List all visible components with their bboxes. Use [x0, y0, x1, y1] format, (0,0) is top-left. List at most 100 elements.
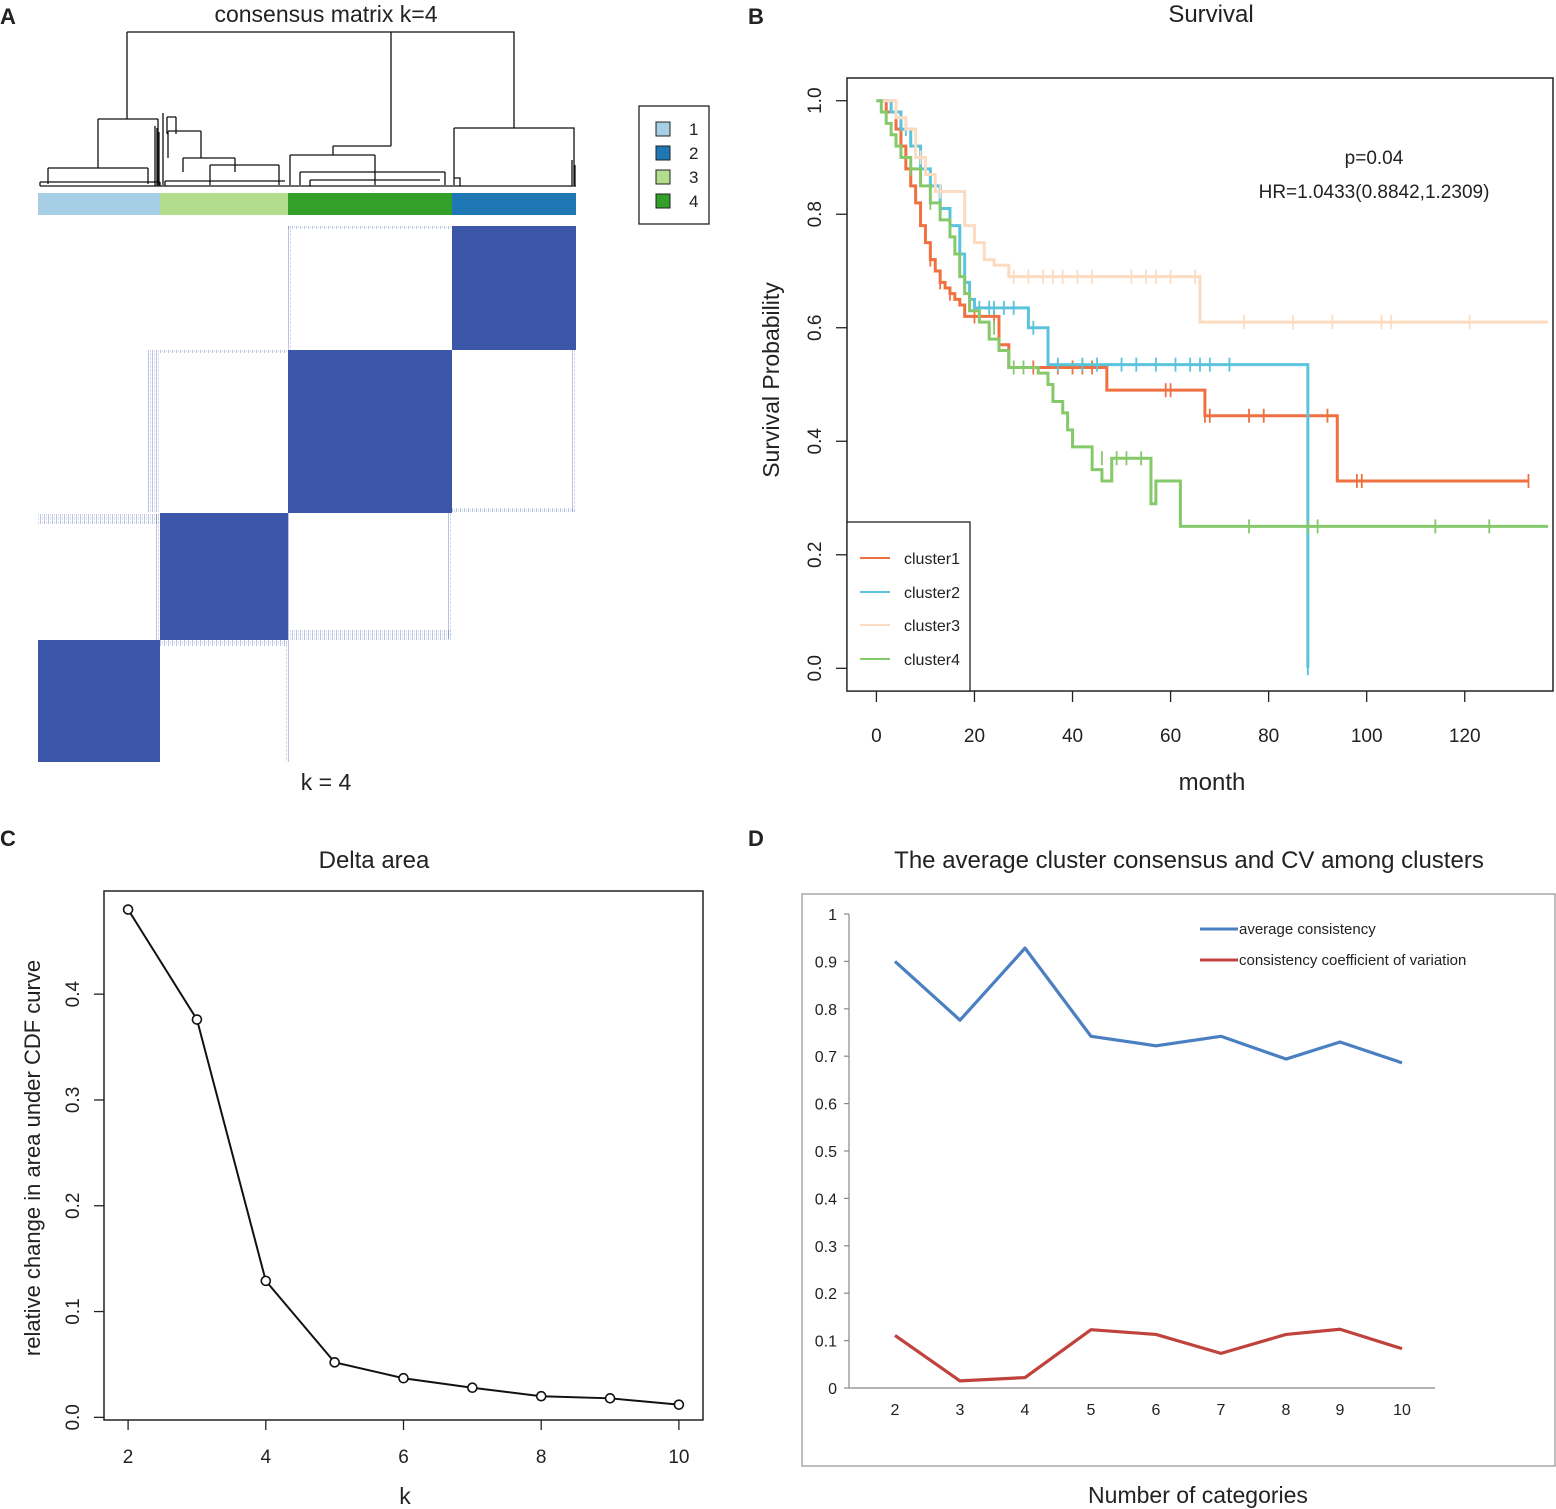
panel-a-legend: 1 2 3 4 — [638, 105, 710, 225]
x-tick-label: 5 — [1087, 1402, 1096, 1419]
x-tick-label: 4 — [1021, 1402, 1030, 1419]
panel-b-ylabel: Survival Probability — [758, 282, 784, 478]
legend-swatch-2 — [655, 145, 671, 161]
panel-d-frame — [801, 893, 1556, 1467]
x-tick-label: 40 — [1062, 726, 1083, 747]
panel-a-title: consensus matrix k=4 — [214, 1, 437, 27]
x-tick-label: 6 — [1152, 1402, 1161, 1419]
x-tick-label: 10 — [1393, 1402, 1411, 1419]
panel-b-axes: 0 20 40 60 80 100 120 0.0 0.2 0.4 0.6 0.8 1.0 — [805, 87, 1481, 747]
y-tick-label: 0 — [828, 1381, 837, 1398]
panel-c-frame — [103, 890, 704, 1421]
panel-d-series — [893, 946, 1403, 1383]
panel-b-series — [876, 99, 1549, 676]
y-tick-label: 0.0 — [63, 1404, 84, 1430]
panel-d: D The average cluster consensus and CV a… — [748, 826, 1556, 1508]
panel-b-title: Survival — [1168, 1, 1253, 28]
y-tick-label: 0.2 — [63, 1193, 84, 1219]
y-tick-label: 0.4 — [63, 981, 84, 1008]
y-tick-label: 0.2 — [805, 542, 826, 568]
y-tick-label: 0.5 — [815, 1144, 837, 1161]
delta-area-point — [191, 1014, 203, 1025]
x-tick-label: 20 — [964, 726, 985, 747]
panel-b-legend: cluster1 cluster2 cluster3 cluster4 — [846, 521, 971, 692]
delta-area-point — [122, 904, 134, 915]
legend-label-cluster4: cluster4 — [904, 652, 960, 669]
x-tick-label: 80 — [1258, 726, 1279, 747]
panel-b-xlabel: month — [1179, 769, 1246, 796]
y-tick-label: 1 — [828, 907, 837, 924]
panel-c: C Delta area 2 4 6 8 10 0.0 0.1 0.2 0.3 0.4 k rel… — [0, 826, 704, 1509]
legend-label-2: 2 — [689, 144, 698, 163]
annotation-cluster-3 — [160, 193, 288, 215]
panel-d-xlabel: Number of categories — [1088, 1482, 1308, 1508]
y-tick-label: 0.4 — [815, 1191, 837, 1208]
panel-c-axes: 2 4 6 8 10 0.0 0.1 0.2 0.3 0.4 — [63, 981, 689, 1468]
y-tick-label: 0.1 — [815, 1334, 837, 1351]
y-tick-label: 0.8 — [805, 201, 826, 227]
panel-b-frame — [846, 77, 1554, 692]
legend-swatch-4 — [655, 193, 671, 209]
panel-b-pvalue: p=0.04 — [1345, 148, 1404, 169]
y-tick-label: 0.8 — [815, 1002, 837, 1019]
legend-label-average: average consistency — [1239, 921, 1376, 938]
panel-c-series — [122, 904, 685, 1410]
panel-b-hr: HR=1.0433(0.8842,1.2309) — [1259, 182, 1490, 203]
panel-c-xlabel: k — [399, 1483, 411, 1509]
delta-area-point — [398, 1372, 409, 1384]
annotation-cluster-4 — [288, 193, 452, 215]
x-tick-label: 60 — [1160, 726, 1181, 747]
km-line-cluster3 — [876, 99, 1549, 324]
y-tick-label: 0.3 — [63, 1087, 84, 1113]
km-line-cluster4 — [876, 99, 1549, 528]
km-line-cluster1 — [876, 99, 1529, 483]
panel-a-letter: A — [0, 4, 16, 29]
x-tick-label: 8 — [536, 1447, 547, 1468]
delta-area-point — [329, 1357, 340, 1368]
legend-label-3: 3 — [689, 168, 698, 187]
matrix-block-cluster-2 — [452, 226, 576, 350]
panel-a-footer: k = 4 — [301, 769, 352, 795]
panel-c-title: Delta area — [319, 847, 430, 874]
delta-area-point — [260, 1275, 272, 1287]
legend-label-cluster3: cluster3 — [904, 618, 960, 635]
delta-area-point — [604, 1393, 616, 1404]
y-tick-label: 0.6 — [815, 1097, 837, 1114]
y-tick-label: 1.0 — [805, 87, 826, 113]
panel-d-title: The average cluster consensus and CV amo… — [894, 847, 1484, 874]
y-tick-label: 0.0 — [805, 655, 826, 681]
delta-area-line — [127, 908, 679, 1406]
matrix-block-cluster-1 — [38, 640, 160, 762]
y-tick-label: 0.7 — [815, 1049, 837, 1066]
annotation-cluster-1 — [38, 193, 160, 215]
x-tick-label: 10 — [668, 1447, 689, 1468]
y-tick-label: 0.6 — [805, 315, 826, 341]
panel-d-letter: D — [748, 826, 764, 851]
matrix-block-cluster-3 — [160, 513, 288, 640]
panel-b-letter: B — [748, 4, 764, 29]
legend-label-1: 1 — [689, 120, 698, 139]
legend-swatch-3 — [655, 169, 671, 185]
x-tick-label: 3 — [956, 1402, 965, 1419]
x-tick-label: 8 — [1282, 1402, 1291, 1419]
annotation-cluster-2 — [452, 193, 576, 215]
panel-d-legend: average consistency consistency coeffici… — [1200, 921, 1466, 969]
y-tick-label: 0.2 — [815, 1286, 837, 1303]
panel-d-axes: 0 0.1 0.2 0.3 0.4 0.5 0.6 0.7 0.8 0.9 1 2 3 4 5 6 7 8 9 10 — [815, 907, 1435, 1419]
legend-label-cluster2: cluster2 — [904, 585, 960, 602]
panel-a: A consensus matrix k=4 — [0, 1, 710, 795]
legend-label-cv: consistency coefficient of variation — [1239, 952, 1466, 969]
x-tick-label: 2 — [891, 1402, 900, 1419]
y-tick-label: 0.9 — [815, 954, 837, 971]
x-tick-label: 120 — [1449, 726, 1481, 747]
y-tick-label: 0.4 — [805, 428, 826, 455]
x-tick-label: 6 — [398, 1447, 409, 1468]
delta-area-point — [467, 1382, 478, 1394]
legend-label-cluster1: cluster1 — [904, 551, 960, 568]
delta-area-point — [673, 1399, 685, 1410]
x-tick-label: 2 — [123, 1447, 134, 1468]
legend-swatch-1 — [655, 121, 671, 137]
x-tick-label: 9 — [1336, 1402, 1345, 1419]
dendrogram — [39, 31, 576, 187]
